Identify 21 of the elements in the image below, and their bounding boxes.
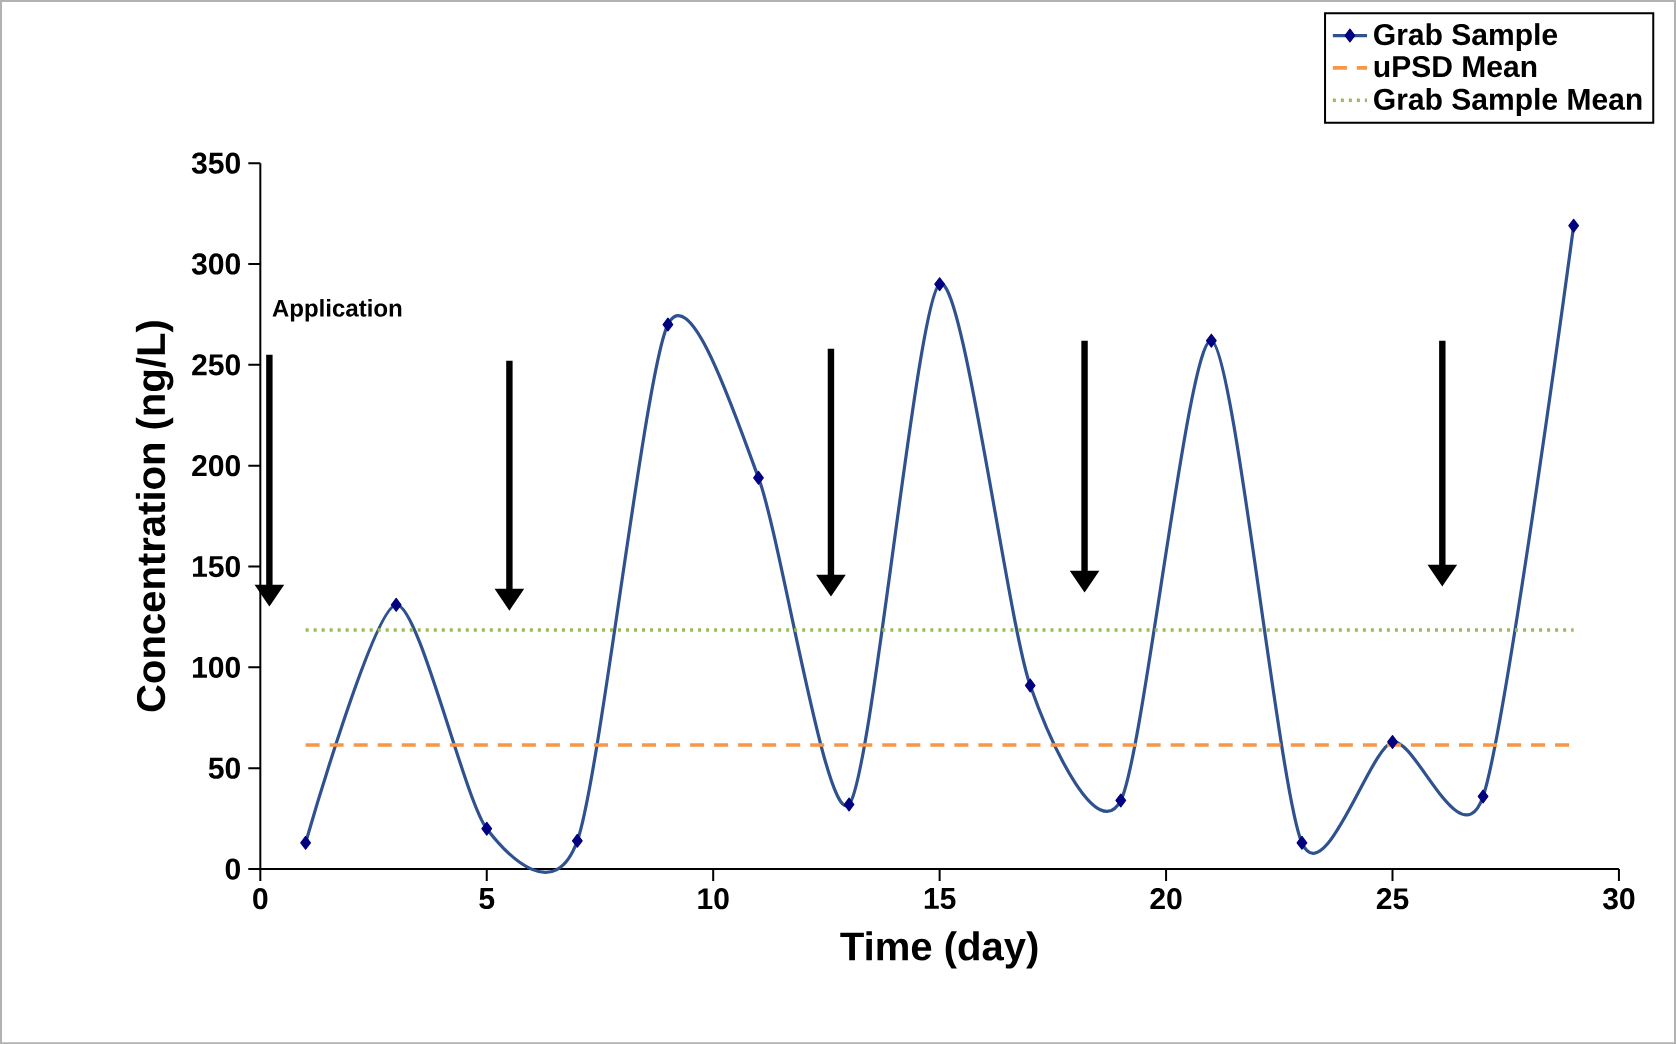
- y-axis-title: Concentration (ng/L): [135, 321, 174, 712]
- x-tick-label: 20: [1150, 888, 1182, 910]
- x-tick-label: 5: [479, 888, 495, 909]
- x-tick-label: 30: [1602, 888, 1635, 910]
- y-tick-label: 0: [225, 858, 240, 880]
- y-tick-label: 50: [208, 757, 240, 779]
- x-tick-label: 25: [1376, 888, 1409, 910]
- x-tick-label: 10: [698, 888, 729, 910]
- legend-label: Grab Sample Mean: [1374, 87, 1642, 116]
- x-tick-label: 15: [924, 888, 956, 909]
- x-tick-label: 0: [253, 888, 268, 910]
- y-tick-label: 300: [191, 253, 240, 275]
- y-tick-label: 100: [193, 656, 240, 678]
- y-tick-label: 200: [192, 454, 240, 477]
- x-axis-title: Time (day): [840, 931, 1038, 969]
- legend-label: uPSD Mean: [1374, 55, 1537, 78]
- y-tick-label: 350: [191, 152, 240, 174]
- y-tick-label: 250: [192, 354, 240, 376]
- annotation: Application: [272, 298, 402, 322]
- legend-label: Grab Sample: [1374, 23, 1558, 52]
- y-tick-label: 150: [193, 555, 240, 578]
